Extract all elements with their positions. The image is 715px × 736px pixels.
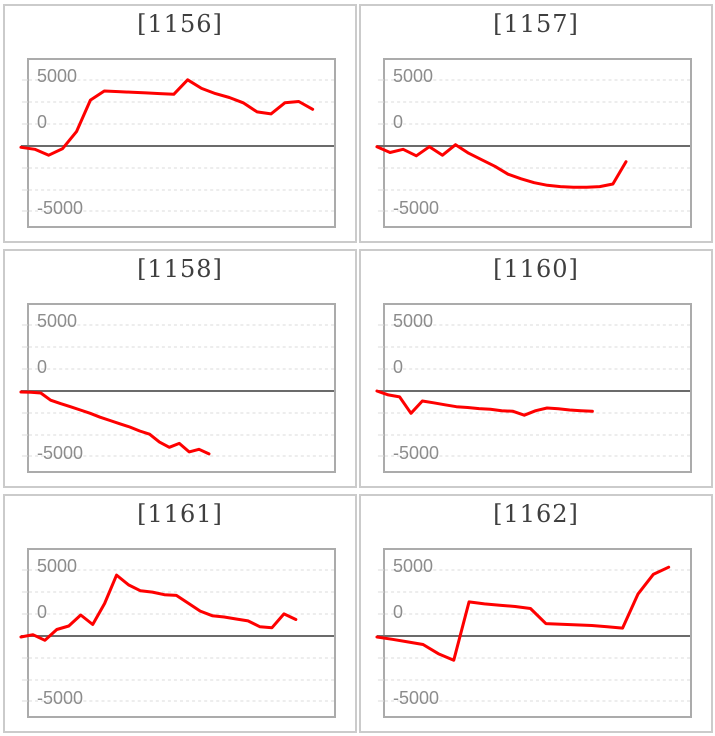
series-line xyxy=(375,565,671,662)
chart-title: [1157] xyxy=(493,10,579,38)
chart-title: [1156] xyxy=(137,10,223,38)
plot-area: 5000 0 -5000 xyxy=(19,303,336,473)
chart-cell: [1158] 5000 0 -5000 xyxy=(3,249,357,488)
chart-cell: [1162] 5000 0 -5000 xyxy=(359,494,713,733)
plot-area: 5000 0 -5000 xyxy=(19,548,336,718)
chart-cell: [1157] 5000 0 -5000 xyxy=(359,4,713,243)
line-chart-svg xyxy=(19,324,334,457)
chart-title: [1161] xyxy=(137,500,223,528)
series-line xyxy=(375,389,594,417)
plot-area: 5000 0 -5000 xyxy=(19,58,336,228)
line-chart-svg xyxy=(19,569,334,702)
plot-area: 5000 0 -5000 xyxy=(375,548,692,718)
series-line xyxy=(375,143,628,189)
line-chart-svg xyxy=(375,79,690,212)
line-chart-svg xyxy=(375,565,690,702)
chart-cell: [1161] 5000 0 -5000 xyxy=(3,494,357,733)
line-chart-svg xyxy=(19,78,334,212)
chart-title: [1160] xyxy=(493,255,579,283)
chart-cell: [1156] 5000 0 -5000 xyxy=(3,4,357,243)
chart-title: [1162] xyxy=(493,500,579,528)
series-line xyxy=(19,390,211,456)
plot-area: 5000 0 -5000 xyxy=(375,303,692,473)
chart-title: [1158] xyxy=(137,255,223,283)
series-line xyxy=(19,78,315,157)
charts-grid: [1156] 5000 0 -5000 [1157] 5000 0 -5000 [1158] 50… xyxy=(3,4,713,733)
series-line xyxy=(19,573,298,642)
plot-area: 5000 0 -5000 xyxy=(375,58,692,228)
chart-cell: [1160] 5000 0 -5000 xyxy=(359,249,713,488)
line-chart-svg xyxy=(375,324,690,457)
